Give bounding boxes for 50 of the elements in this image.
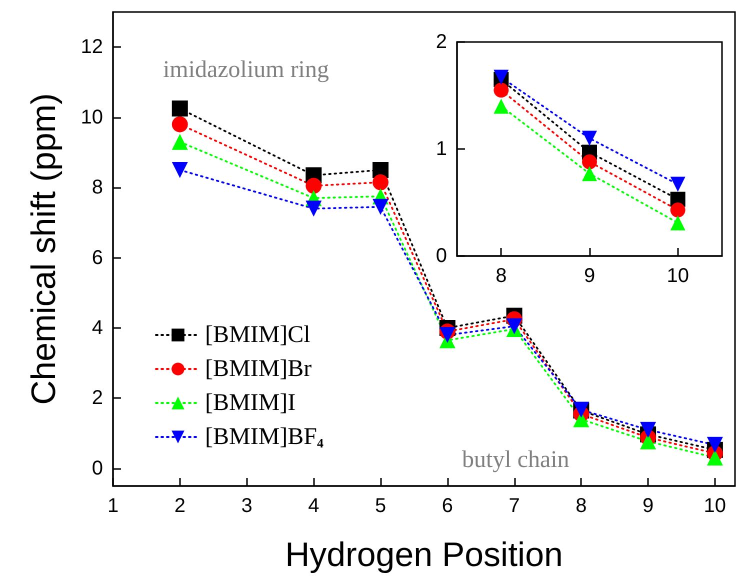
legend-label: [BMIM]I (205, 390, 296, 416)
annotation: imidazolium ring (163, 57, 329, 83)
y-tick-label: 0 (436, 245, 447, 267)
point (172, 116, 188, 132)
point (640, 422, 656, 438)
y-tick-label: 8 (92, 176, 103, 199)
x-tick-label: 8 (496, 265, 507, 287)
annotation: butyl chain (462, 447, 570, 473)
y-tick-label: 2 (92, 387, 103, 410)
legend-label: [BMIM]Br (205, 356, 312, 382)
x-tick-label: 5 (374, 495, 386, 517)
x-tick-label: 10 (666, 265, 689, 287)
y-tick-label: 10 (80, 106, 103, 128)
point (494, 98, 509, 114)
y-tick-label: 6 (92, 246, 103, 269)
legend-label: [BMIM]Cl (205, 322, 311, 348)
point (670, 215, 686, 230)
x-tick-label: 3 (241, 495, 252, 517)
point (306, 178, 322, 194)
y-tick-label: 2 (436, 31, 447, 53)
x-tick-label: 2 (174, 495, 186, 517)
y-tick-label: 4 (92, 317, 103, 339)
point (706, 450, 723, 466)
x-tick-label: 9 (584, 265, 596, 287)
x-tick-label: 8 (576, 495, 587, 517)
y-tick-label: 0 (92, 457, 103, 480)
x-tick-label: 1 (107, 495, 119, 517)
point (582, 130, 597, 146)
y-axis-title: Chemical shift (ppm) (25, 93, 63, 405)
point (372, 174, 389, 190)
point (306, 200, 322, 217)
point (172, 134, 188, 150)
point (439, 327, 456, 344)
x-tick-label: 9 (642, 495, 654, 517)
point (506, 318, 522, 334)
x-tick-label: 10 (704, 495, 726, 517)
point (172, 162, 188, 178)
x-tick-label: 4 (308, 495, 320, 517)
point (582, 154, 597, 170)
point (372, 198, 389, 215)
point (670, 176, 686, 192)
point (172, 100, 188, 117)
point (670, 202, 686, 218)
x-axis-title: Hydrogen Position (285, 536, 563, 574)
x-tick-label: 7 (508, 495, 520, 517)
point (706, 436, 723, 453)
y-tick-label: 1 (436, 138, 447, 160)
point (582, 166, 597, 182)
y-tick-label: 12 (80, 36, 103, 58)
point (494, 82, 509, 98)
